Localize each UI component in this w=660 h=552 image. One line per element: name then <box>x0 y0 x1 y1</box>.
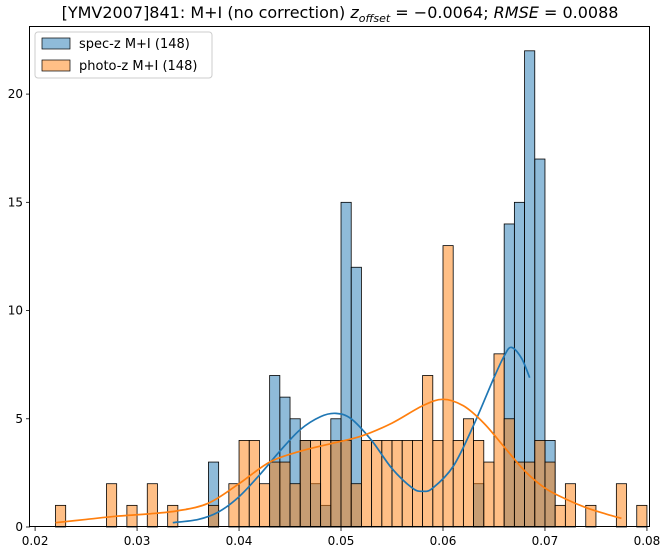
plot-frame <box>29 26 650 527</box>
legend-swatch-photo-z <box>41 59 71 72</box>
photo-z-bar <box>330 440 342 528</box>
kde-curves <box>55 346 622 524</box>
title-rmse-value: = 0.0088 <box>539 3 619 22</box>
y-tick-label: 5 <box>15 412 23 426</box>
title-z-subscript: offset <box>359 12 391 25</box>
title-z-value: = −0.0064; <box>390 3 493 22</box>
title-rmse-symbol: RMSE <box>494 3 540 22</box>
x-tick-label: 0.08 <box>634 534 660 548</box>
legend-box <box>34 31 213 79</box>
chart-title: [YMV2007]841: M+I (no correction) zoffse… <box>62 3 619 25</box>
photo-z-bar <box>442 245 454 528</box>
photo-z-bar <box>340 440 352 528</box>
photo-z-bar <box>289 483 301 528</box>
x-tick-label: 0.04 <box>226 534 253 548</box>
photo-z-bar <box>106 483 118 528</box>
photo-z-bar <box>615 483 627 528</box>
photo-z-bar <box>636 504 648 528</box>
title-z-symbol: z <box>349 3 359 22</box>
y-tick-label: 15 <box>8 195 23 209</box>
photo-z-bar <box>361 440 373 528</box>
y-tick-label: 0 <box>15 520 23 534</box>
x-axis: 0.02 0.03 0.04 0.05 0.06 0.07 0.08 <box>22 527 660 548</box>
spec-z-kde-line <box>172 346 531 524</box>
photo-z-bar <box>126 504 138 528</box>
photo-z-bar <box>259 483 271 528</box>
photo-z-bar <box>279 461 291 528</box>
y-tick-label: 20 <box>8 87 23 101</box>
photo-z-bar <box>269 461 281 528</box>
plot-area <box>29 26 650 528</box>
y-tick-label: 10 <box>8 304 23 318</box>
y-axis: 0 5 10 15 20 <box>8 87 30 534</box>
photo-z-bar <box>320 440 332 528</box>
photo-z-bar <box>310 440 322 528</box>
photo-z-bar <box>391 440 403 528</box>
photo-z-bar <box>503 418 515 528</box>
photo-z-bar <box>554 504 566 528</box>
photo-z-bar <box>299 440 311 528</box>
photo-z-bar <box>564 483 576 528</box>
legend: spec-z M+I (148) photo-z M+I (148) <box>34 31 213 79</box>
photo-z-bar <box>55 504 67 528</box>
photo-z-bar <box>513 461 525 528</box>
photo-z-bars <box>55 245 648 528</box>
x-tick-label: 0.02 <box>22 534 49 548</box>
photo-z-bar <box>238 440 250 528</box>
photo-z-bar <box>473 440 485 528</box>
x-tick-label: 0.07 <box>532 534 559 548</box>
x-tick-label: 0.06 <box>430 534 457 548</box>
spec-z-bar <box>524 50 536 528</box>
legend-label-photo-z: photo-z M+I (148) <box>79 59 197 74</box>
photo-z-bar <box>452 440 464 528</box>
photo-z-bar <box>146 483 158 528</box>
photo-z-bar <box>544 461 556 528</box>
legend-label-spec-z: spec-z M+I (148) <box>79 37 190 52</box>
photo-z-kde-line <box>55 398 622 524</box>
title-prefix: [YMV2007]841: M+I (no correction) <box>62 3 351 22</box>
photo-z-bar <box>412 440 423 528</box>
photo-z-bar <box>422 375 434 528</box>
photo-z-bar <box>350 483 362 528</box>
photo-z-bar <box>483 461 495 528</box>
photo-z-bar <box>381 440 393 528</box>
legend-swatch-spec-z <box>41 37 71 50</box>
x-tick-label: 0.03 <box>124 534 151 548</box>
photo-z-bar <box>167 504 179 528</box>
svg-text:[YMV2007]841: M+I (no correcti: [YMV2007]841: M+I (no correction) zoffse… <box>62 3 619 25</box>
x-tick-label: 0.05 <box>328 534 355 548</box>
